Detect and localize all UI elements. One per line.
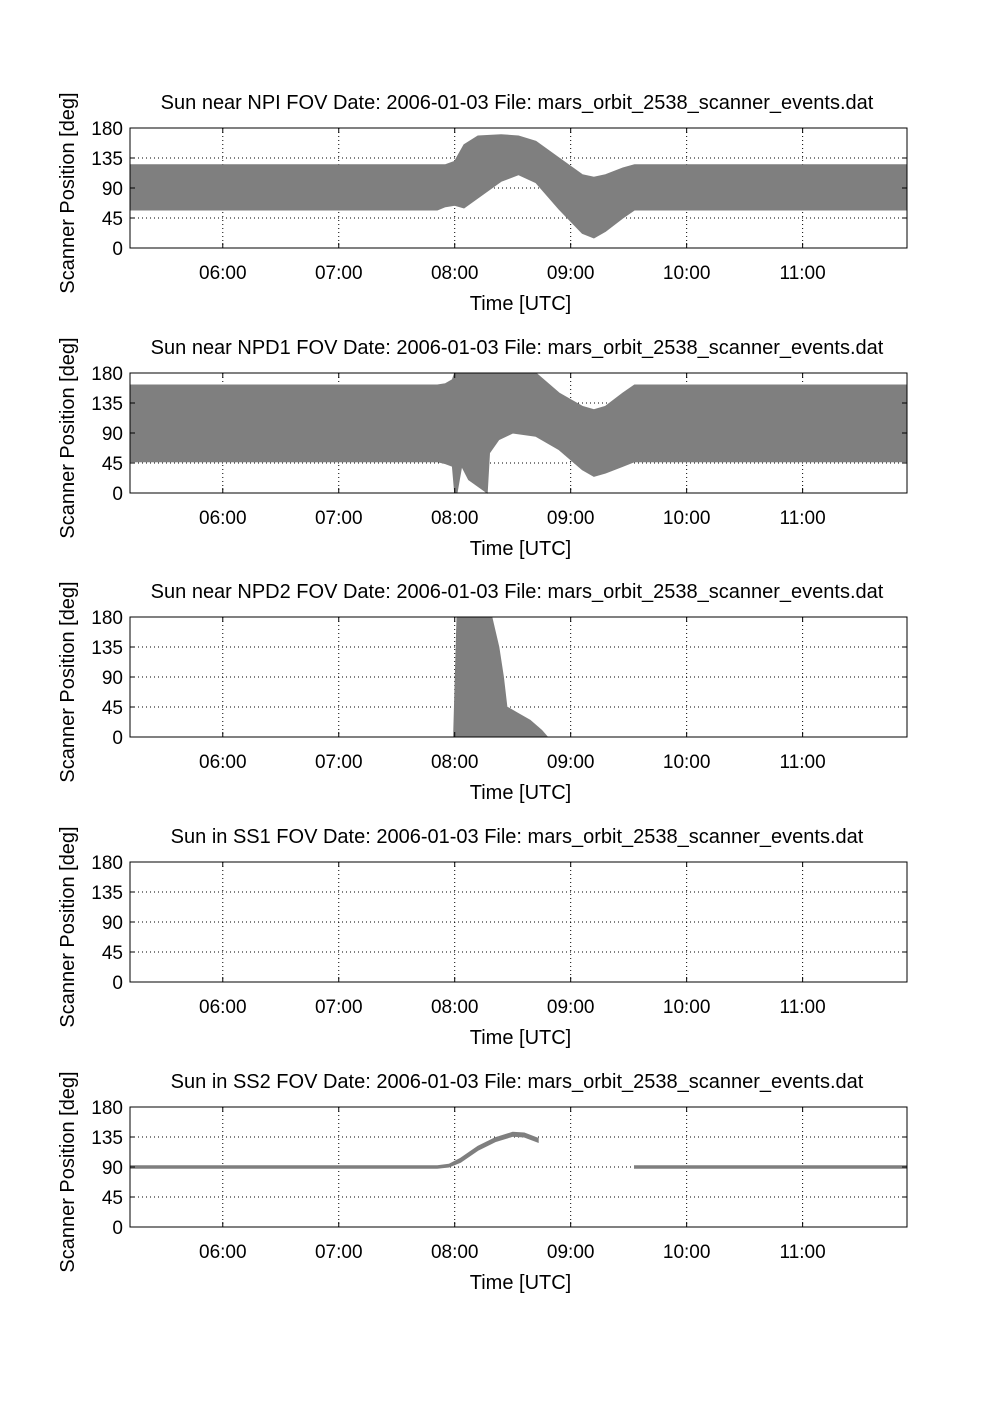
chart-panel-1: Sun near NPI FOV Date: 2006-01-03 File: … [57, 92, 908, 315]
chart-panel-2: Sun near NPD1 FOV Date: 2006-01-03 File:… [57, 337, 908, 560]
y-tick-label: 135 [91, 394, 123, 415]
x-tick-label: 06:00 [199, 997, 247, 1018]
y-tick-label: 90 [102, 913, 123, 934]
y-tick-label: 180 [91, 364, 123, 385]
x-tick-label: 08:00 [431, 263, 479, 284]
x-tick-label: 10:00 [663, 1242, 711, 1263]
y-axis-label: Scanner Position [deg] [57, 1071, 79, 1272]
data-band-2 [634, 1165, 908, 1169]
y-tick-label: 180 [91, 119, 123, 140]
y-tick-label: 45 [102, 943, 123, 964]
y-tick-label: 0 [112, 239, 123, 260]
x-axis-label: Time [UTC] [470, 538, 571, 560]
x-tick-label: 07:00 [315, 997, 363, 1018]
data-band-1 [129, 1131, 539, 1169]
y-tick-label: 45 [102, 698, 123, 719]
x-tick-label: 08:00 [431, 508, 479, 529]
chart-title: Sun in SS1 FOV Date: 2006-01-03 File: ma… [171, 826, 864, 848]
x-tick-label: 09:00 [547, 1242, 595, 1263]
y-tick-label: 90 [102, 1158, 123, 1179]
x-axis-label: Time [UTC] [470, 293, 571, 315]
x-tick-label: 06:00 [199, 752, 247, 773]
x-axis-label: Time [UTC] [470, 782, 571, 804]
y-tick-label: 45 [102, 209, 123, 230]
y-tick-label: 45 [102, 1188, 123, 1209]
y-tick-label: 90 [102, 179, 123, 200]
x-tick-label: 10:00 [663, 752, 711, 773]
chart-panel-5: Sun in SS2 FOV Date: 2006-01-03 File: ma… [57, 1071, 908, 1294]
y-axis-label: Scanner Position [deg] [57, 581, 79, 782]
chart-title: Sun in SS2 FOV Date: 2006-01-03 File: ma… [171, 1071, 864, 1093]
y-tick-label: 0 [112, 484, 123, 505]
y-tick-label: 0 [112, 728, 123, 749]
x-tick-label: 11:00 [780, 263, 826, 284]
y-tick-label: 0 [112, 1218, 123, 1239]
x-tick-label: 08:00 [431, 997, 479, 1018]
x-tick-label: 09:00 [547, 263, 595, 284]
chart-title: Sun near NPD2 FOV Date: 2006-01-03 File:… [151, 581, 884, 603]
y-tick-label: 180 [91, 853, 123, 874]
x-tick-label: 07:00 [315, 1242, 363, 1263]
y-tick-label: 135 [91, 638, 123, 659]
x-tick-label: 10:00 [663, 508, 711, 529]
x-tick-label: 06:00 [199, 508, 247, 529]
y-axis-label: Scanner Position [deg] [57, 826, 79, 1027]
chart-title: Sun near NPI FOV Date: 2006-01-03 File: … [161, 92, 874, 114]
y-axis-label: Scanner Position [deg] [57, 337, 79, 538]
data-band-1 [453, 616, 549, 738]
data-band-1 [129, 372, 908, 494]
x-tick-label: 07:00 [315, 508, 363, 529]
x-tick-label: 09:00 [547, 508, 595, 529]
x-tick-label: 09:00 [547, 752, 595, 773]
chart-title: Sun near NPD1 FOV Date: 2006-01-03 File:… [151, 337, 884, 359]
x-tick-label: 10:00 [663, 997, 711, 1018]
x-tick-label: 11:00 [780, 508, 826, 529]
x-axis-label: Time [UTC] [470, 1272, 571, 1294]
x-tick-label: 11:00 [780, 1242, 826, 1263]
x-tick-label: 10:00 [663, 263, 711, 284]
y-tick-label: 135 [91, 1128, 123, 1149]
x-tick-label: 09:00 [547, 997, 595, 1018]
y-tick-label: 180 [91, 1098, 123, 1119]
y-tick-label: 90 [102, 668, 123, 689]
y-tick-label: 0 [112, 973, 123, 994]
chart-panel-4: Sun in SS1 FOV Date: 2006-01-03 File: ma… [57, 826, 908, 1049]
y-tick-label: 180 [91, 608, 123, 629]
x-tick-label: 08:00 [431, 752, 479, 773]
y-axis-label: Scanner Position [deg] [57, 92, 79, 293]
data-band-1 [129, 134, 908, 239]
x-tick-label: 07:00 [315, 263, 363, 284]
y-tick-label: 45 [102, 454, 123, 475]
x-tick-label: 11:00 [780, 752, 826, 773]
y-tick-label: 135 [91, 883, 123, 904]
y-tick-label: 90 [102, 424, 123, 445]
x-tick-label: 11:00 [780, 997, 826, 1018]
chart-panel-3: Sun near NPD2 FOV Date: 2006-01-03 File:… [57, 581, 908, 804]
y-tick-label: 135 [91, 149, 123, 170]
x-tick-label: 06:00 [199, 263, 247, 284]
x-tick-label: 08:00 [431, 1242, 479, 1263]
x-axis-label: Time [UTC] [470, 1027, 571, 1049]
x-tick-label: 06:00 [199, 1242, 247, 1263]
x-tick-label: 07:00 [315, 752, 363, 773]
